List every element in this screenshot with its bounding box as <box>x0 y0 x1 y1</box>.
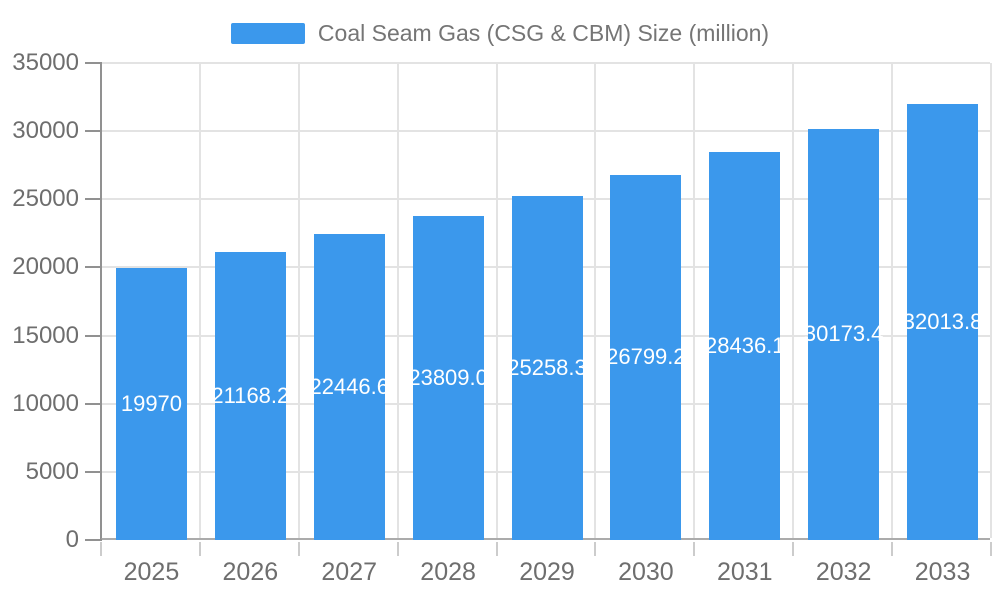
y-axis-tick <box>85 539 102 541</box>
x-axis-tick <box>891 542 894 556</box>
v-gridline <box>495 63 498 538</box>
y-axis-tick-label: 20000 <box>12 253 79 281</box>
h-gridline <box>102 130 990 133</box>
bar-value-label: 25258.3 <box>507 354 587 380</box>
v-gridline <box>693 63 696 538</box>
x-axis-tick <box>297 542 300 556</box>
v-gridline <box>891 63 894 538</box>
legend[interactable]: Coal Seam Gas (CSG & CBM) Size (million) <box>0 20 1000 47</box>
x-axis-tick-label: 2029 <box>519 558 575 586</box>
bar <box>808 128 880 540</box>
y-axis-tick <box>85 334 102 337</box>
bar <box>214 251 286 540</box>
v-gridline <box>990 63 992 538</box>
bar-value-label: 26799.2 <box>606 344 686 370</box>
y-axis-tick-label: 0 <box>65 526 79 553</box>
y-axis-tick <box>85 198 102 201</box>
x-axis-tick-label: 2027 <box>321 558 378 586</box>
x-axis-tick-label: 2028 <box>420 558 476 586</box>
x-axis-tick <box>396 542 399 556</box>
bar <box>412 215 484 540</box>
x-axis-tick-label: 2030 <box>618 558 674 586</box>
plot-area: 19970 21168.2 22446.6 23809.0 25258.3 26799.2… <box>100 62 992 540</box>
y-axis-tick-label: 30000 <box>12 117 79 145</box>
x-axis-tick <box>100 542 102 556</box>
x-axis-tick-label: 2025 <box>123 558 180 586</box>
x-axis-tick <box>990 542 992 556</box>
y-axis-tick-label: 5000 <box>25 457 79 485</box>
x-axis-tick <box>594 542 597 556</box>
bar-value-label: 32013.8 <box>902 308 983 334</box>
x-axis-tick <box>198 542 201 556</box>
x-axis-tick <box>792 542 795 556</box>
bar-value-label: 28436.1 <box>705 333 785 359</box>
bar-value-label: 19970 <box>120 390 183 416</box>
v-gridline <box>594 63 597 538</box>
x-axis-tick-label: 2033 <box>914 558 971 586</box>
x-axis-tick <box>495 542 498 556</box>
y-axis-tick-label: 10000 <box>12 389 79 417</box>
y-axis-tick-label: 15000 <box>12 321 79 349</box>
legend-label: Coal Seam Gas (CSG & CBM) Size (million) <box>317 20 770 46</box>
bar <box>313 234 385 540</box>
bar-value-label: 21168.2 <box>211 382 290 408</box>
v-gridline <box>297 63 300 538</box>
v-gridline <box>198 63 201 538</box>
bar <box>709 152 781 540</box>
x-axis-tick-label: 2031 <box>716 558 773 586</box>
bar-value-label: 23809.0 <box>408 364 488 390</box>
y-axis-tick <box>85 130 102 133</box>
y-axis-tick <box>85 62 102 64</box>
legend-swatch-icon <box>230 23 305 44</box>
x-axis-tick-label: 2032 <box>815 558 872 586</box>
bar-value-label: 22446.6 <box>309 374 389 400</box>
x-axis-tick <box>693 542 696 556</box>
y-axis-tick <box>85 266 102 269</box>
bar <box>907 103 979 540</box>
bar-value-label: 30173.4 <box>803 321 884 347</box>
y-axis-tick-label: 25000 <box>12 185 79 213</box>
bar <box>610 174 682 540</box>
v-gridline <box>792 63 795 538</box>
y-axis-tick <box>85 470 102 473</box>
y-axis-tick-label: 35000 <box>12 49 79 76</box>
bar <box>511 195 583 540</box>
v-gridline <box>396 63 399 538</box>
y-axis-tick <box>85 402 102 405</box>
h-gridline <box>102 62 990 64</box>
x-axis-tick-label: 2026 <box>222 558 279 586</box>
bar <box>115 267 187 540</box>
